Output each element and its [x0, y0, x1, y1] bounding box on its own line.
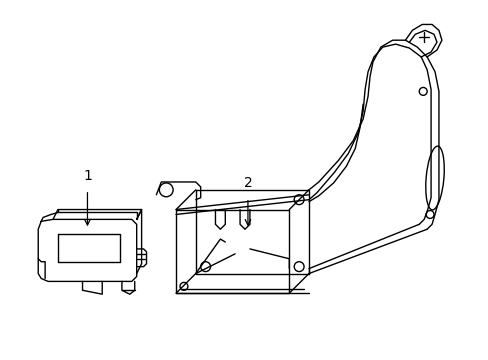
Text: 2: 2: [243, 176, 252, 190]
Text: 1: 1: [83, 169, 92, 183]
